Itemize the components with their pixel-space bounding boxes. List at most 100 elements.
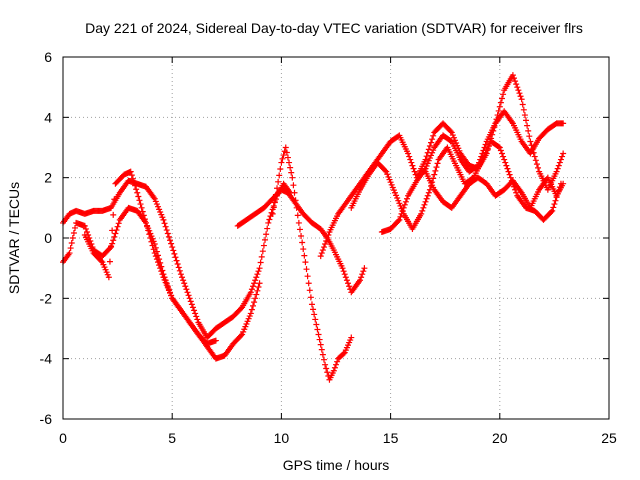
data-point xyxy=(257,259,264,266)
data-point xyxy=(115,220,122,227)
data-point xyxy=(84,228,91,235)
data-point xyxy=(560,180,567,187)
x-tick-label: 0 xyxy=(59,430,67,446)
data-point xyxy=(259,248,266,255)
data-point xyxy=(168,240,175,247)
data-point xyxy=(509,72,516,79)
data-point xyxy=(424,192,431,199)
data-point xyxy=(495,143,502,150)
data-point xyxy=(560,120,567,127)
data-point xyxy=(325,231,332,238)
data-point xyxy=(394,195,401,202)
y-tick-label: -4 xyxy=(40,351,53,367)
data-point xyxy=(136,197,143,204)
data-point xyxy=(498,95,505,102)
data-point xyxy=(155,203,162,210)
data-point xyxy=(553,168,560,175)
data-point xyxy=(111,233,118,240)
data-point xyxy=(548,208,555,215)
data-point xyxy=(503,162,510,169)
data-point xyxy=(174,261,181,268)
data-point xyxy=(334,358,341,365)
data-point xyxy=(478,153,485,160)
x-axis-label: GPS time / hours xyxy=(283,457,390,473)
data-point xyxy=(300,246,307,253)
data-point xyxy=(324,235,331,241)
data-point xyxy=(395,197,402,204)
data-point xyxy=(248,286,255,293)
data-point xyxy=(331,364,338,371)
data-point xyxy=(274,185,281,192)
data-point xyxy=(357,277,364,284)
data-point xyxy=(256,265,263,272)
data-point xyxy=(473,163,480,170)
x-tick-label: 20 xyxy=(492,430,508,446)
data-point xyxy=(533,161,540,168)
data-point xyxy=(315,331,322,338)
data-point xyxy=(340,268,347,275)
data-point xyxy=(423,162,430,169)
data-point xyxy=(554,165,561,172)
data-point xyxy=(301,252,308,259)
data-point xyxy=(359,271,366,278)
data-point xyxy=(260,242,267,249)
data-point xyxy=(531,153,538,160)
data-point xyxy=(167,237,174,244)
y-tick-label: -2 xyxy=(40,290,53,306)
x-tick-label: 25 xyxy=(601,430,617,446)
data-point xyxy=(552,197,559,204)
data-point xyxy=(146,231,153,238)
data-point xyxy=(342,274,349,281)
data-point xyxy=(324,369,331,376)
data-point xyxy=(383,168,390,175)
data-point xyxy=(280,152,287,159)
data-point xyxy=(310,306,317,313)
data-point xyxy=(290,182,297,189)
data-point xyxy=(476,159,483,166)
data-point xyxy=(284,154,291,161)
data-point xyxy=(497,147,504,154)
data-point xyxy=(386,176,393,183)
data-point xyxy=(500,91,507,98)
data-point xyxy=(155,259,162,266)
data-point xyxy=(348,334,355,341)
data-point xyxy=(183,286,190,293)
data-point xyxy=(525,127,532,134)
data-point xyxy=(253,291,260,298)
data-point xyxy=(248,306,255,313)
data-point xyxy=(153,201,160,208)
data-point xyxy=(165,233,172,240)
data-point xyxy=(298,232,305,239)
data-point xyxy=(69,235,76,241)
data-point xyxy=(322,241,329,248)
data-point xyxy=(294,212,301,219)
data-point xyxy=(263,231,270,238)
data-point xyxy=(429,136,436,143)
data-point xyxy=(428,139,435,146)
data-point xyxy=(306,287,313,294)
data-point xyxy=(424,160,431,167)
data-point xyxy=(163,227,170,234)
data-point xyxy=(526,133,533,140)
axis-ticks: 0 5 10 15 20 25 -6 -4 -2 0 2 4 6 xyxy=(40,49,617,446)
data-point xyxy=(177,271,184,278)
data-point xyxy=(283,149,290,156)
data-point xyxy=(250,283,257,290)
x-tick-label: 10 xyxy=(274,430,290,446)
data-point xyxy=(189,304,196,311)
series-track-a xyxy=(60,177,294,341)
data-point xyxy=(68,240,75,247)
data-point xyxy=(237,305,244,312)
data-point xyxy=(303,266,310,273)
data-point xyxy=(254,271,261,278)
data-point xyxy=(318,346,325,353)
data-point xyxy=(137,201,144,208)
data-point xyxy=(448,129,455,136)
data-point xyxy=(419,207,426,214)
data-point xyxy=(481,144,488,151)
data-point xyxy=(317,253,324,260)
data-point xyxy=(496,103,503,110)
data-point xyxy=(449,132,456,139)
data-point xyxy=(164,284,171,291)
data-point xyxy=(277,165,284,172)
